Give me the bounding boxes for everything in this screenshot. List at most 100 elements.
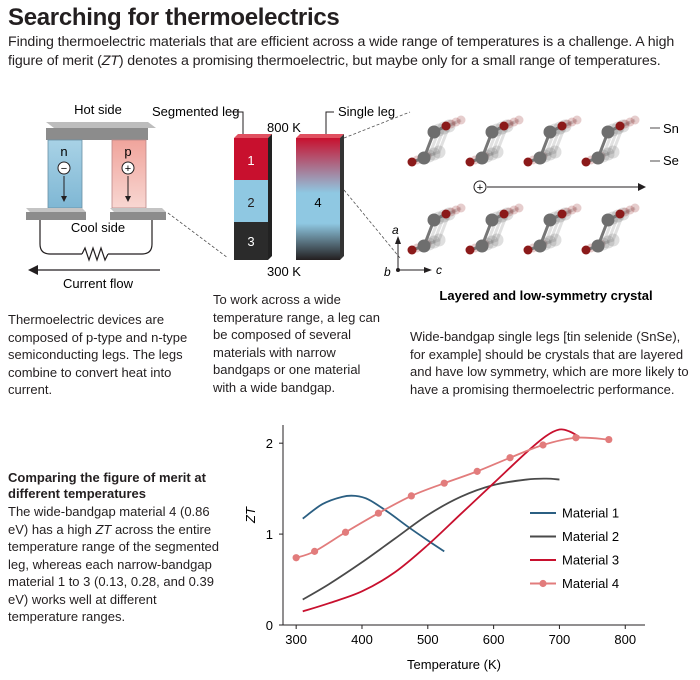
chart-legend: Material 1 Material 2 Material 3 Material 4 bbox=[530, 506, 619, 591]
se-atom bbox=[441, 209, 451, 219]
se-atom bbox=[499, 209, 509, 219]
connector-dash-upper bbox=[343, 111, 411, 139]
sn-atom bbox=[485, 147, 499, 161]
sn-atom bbox=[485, 213, 499, 227]
sn-atom bbox=[591, 239, 605, 253]
legs-caption: To work across a wide temperature range,… bbox=[213, 292, 380, 395]
resistor-icon bbox=[81, 246, 109, 262]
crystal-bond bbox=[600, 118, 636, 158]
crystal-bond bbox=[426, 118, 462, 158]
series-point-material-4 bbox=[341, 528, 350, 536]
segment-1 bbox=[234, 138, 268, 180]
axis-c-label: c bbox=[436, 263, 442, 277]
se-atom bbox=[509, 117, 519, 127]
se-atom bbox=[630, 115, 640, 125]
se-atom bbox=[615, 121, 625, 131]
sn-atom bbox=[417, 239, 431, 253]
se-atom bbox=[630, 203, 640, 213]
sn-atom bbox=[475, 239, 489, 253]
hole-plus: + bbox=[125, 163, 131, 175]
snse-crystal bbox=[407, 115, 640, 255]
subtitle-pre: Finding thermoelectric materials that ar… bbox=[8, 34, 675, 69]
cold-plate-right-top bbox=[110, 208, 166, 212]
sn-atom bbox=[606, 145, 620, 159]
chart-axes: 300 400 500 600 700 800 0 1 2 Temperature (K) ZT bbox=[243, 425, 645, 672]
sn-atom bbox=[601, 125, 615, 139]
comparison-text-b: across the entire temperature range of t… bbox=[8, 521, 220, 625]
hot-side-label: Hot side bbox=[74, 102, 122, 117]
se-atom bbox=[572, 203, 582, 213]
n-label: n bbox=[60, 144, 67, 159]
series-point-material-4 bbox=[506, 454, 514, 462]
series-point-material-4 bbox=[605, 435, 613, 444]
segmented-leg-pointer bbox=[232, 111, 244, 136]
sn-atom bbox=[543, 125, 557, 139]
crystal-caption: Wide-bandgap single legs [tin selenide (… bbox=[410, 329, 689, 397]
sn-atom bbox=[490, 233, 504, 247]
single-leg-number: 4 bbox=[314, 195, 321, 210]
electron-arrow-head bbox=[61, 196, 67, 202]
crystal-bond bbox=[600, 206, 636, 246]
cool-side-label: Cool side bbox=[71, 220, 125, 235]
sn-atom bbox=[485, 125, 499, 139]
comparison-text: The wide-bandgap material 4 (0.86 eV) ha… bbox=[8, 503, 226, 626]
hole-icon bbox=[121, 161, 135, 175]
series-point-material-4 bbox=[310, 547, 319, 555]
cold-plate-left bbox=[26, 212, 86, 220]
se-atom bbox=[456, 115, 466, 125]
se-atom bbox=[557, 209, 567, 219]
p-label: p bbox=[124, 144, 131, 159]
series-line-material-2 bbox=[302, 477, 560, 601]
x-tick-label: 800 bbox=[614, 632, 636, 647]
se-atom bbox=[567, 117, 577, 127]
se-atom bbox=[514, 203, 524, 213]
series-point-material-4 bbox=[407, 492, 415, 500]
circuit-wire-right bbox=[108, 220, 153, 255]
segment-2-label: 2 bbox=[247, 195, 254, 210]
electron-minus: − bbox=[61, 163, 67, 175]
axis-b-dot bbox=[396, 268, 400, 272]
sn-atom bbox=[606, 233, 620, 247]
current-arrow-head bbox=[28, 265, 38, 275]
series-point-material-4 bbox=[539, 441, 547, 449]
se-atom bbox=[581, 157, 591, 167]
se-atom bbox=[441, 121, 451, 131]
segment-3 bbox=[234, 222, 268, 260]
se-atom bbox=[557, 121, 567, 131]
carrier-arrow-head bbox=[638, 183, 646, 191]
sn-atom bbox=[475, 151, 489, 165]
y-tick-label: 1 bbox=[266, 527, 273, 542]
crystal-bond bbox=[426, 206, 462, 246]
se-atom bbox=[581, 245, 591, 255]
y-axis-label: ZT bbox=[243, 506, 258, 524]
segment-top-face bbox=[234, 134, 272, 138]
single-leg-side-face bbox=[340, 134, 344, 260]
crystal-title: Layered and low-symmetry crystal bbox=[439, 288, 652, 303]
chart-series bbox=[292, 428, 613, 613]
circuit-wire-left bbox=[39, 220, 82, 255]
series-line-material-3 bbox=[302, 428, 580, 613]
segmented-leg-label: Segmented leg bbox=[152, 104, 239, 119]
se-atom bbox=[625, 117, 635, 127]
se-atom bbox=[523, 245, 533, 255]
sn-atom bbox=[485, 235, 499, 249]
axis-a-head bbox=[395, 236, 401, 244]
x-tick-label: 500 bbox=[417, 632, 439, 647]
hole-arrow-head bbox=[125, 196, 131, 202]
sn-atom bbox=[543, 235, 557, 249]
axis-c-head bbox=[424, 267, 432, 273]
x-tick-label: 400 bbox=[351, 632, 373, 647]
single-leg-top-face bbox=[296, 134, 344, 138]
sn-atom bbox=[490, 145, 504, 159]
se-label: Se bbox=[663, 153, 679, 168]
carrier-plus-icon bbox=[473, 180, 487, 194]
comparison-title: Comparing the figure of merit at differe… bbox=[8, 470, 206, 501]
crystal-bond bbox=[542, 118, 578, 158]
x-axis-label: Temperature (K) bbox=[407, 657, 501, 672]
sn-atom bbox=[427, 235, 441, 249]
sn-atom bbox=[533, 151, 547, 165]
subtitle-zt: ZT bbox=[101, 53, 119, 69]
crystal-bond bbox=[484, 206, 520, 246]
single-leg-pointer bbox=[325, 111, 334, 136]
